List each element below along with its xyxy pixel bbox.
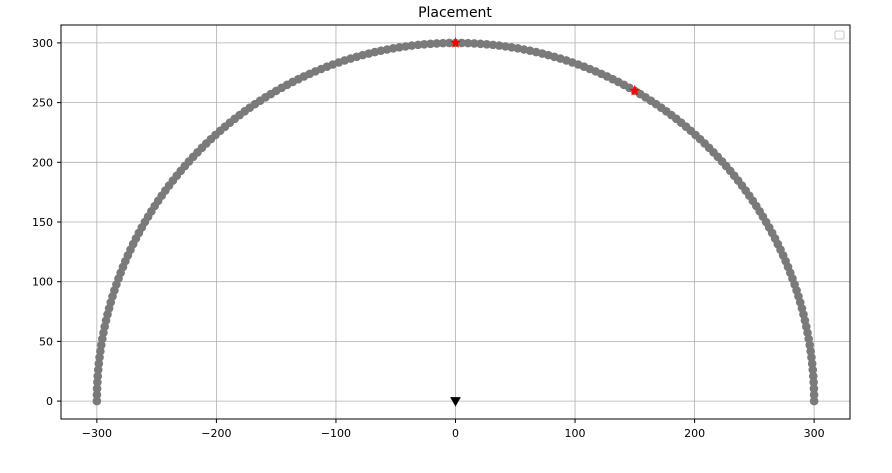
y-tick-label: 0	[46, 395, 53, 408]
data-point	[432, 39, 442, 48]
legend-box	[834, 30, 845, 40]
x-tick-label: −100	[321, 427, 351, 440]
data-point	[419, 39, 429, 49]
data-point	[93, 371, 103, 381]
axis-ticks: −300 −200 −100 0 100 200 300 0 50 100 150 200 250 300	[32, 37, 825, 440]
data-point	[413, 40, 423, 50]
chart-title: Placement	[418, 5, 492, 21]
y-tick-label: 150	[32, 216, 53, 229]
x-tick-label: −300	[82, 427, 112, 440]
data-point	[807, 359, 817, 368]
y-tick-label: 200	[32, 156, 53, 169]
y-tick-label: 250	[32, 97, 53, 110]
data-point	[92, 396, 102, 406]
data-point	[93, 365, 103, 375]
x-tick-label: 0	[452, 427, 459, 440]
data-point	[438, 38, 448, 48]
data-point	[809, 390, 819, 400]
data-point	[95, 353, 104, 362]
data-point	[93, 378, 102, 387]
data-point	[457, 38, 467, 48]
data-point	[92, 390, 102, 400]
data-point	[809, 378, 818, 387]
x-tick-label: −200	[201, 427, 231, 440]
legend	[834, 30, 845, 40]
data-point	[808, 371, 818, 381]
triangle-marker	[450, 397, 461, 407]
data-point	[809, 384, 819, 393]
data-point	[488, 40, 498, 50]
data-point	[482, 39, 492, 49]
data-point	[808, 365, 818, 375]
grid	[61, 25, 850, 419]
x-tick-label: 200	[684, 427, 705, 440]
data-point	[94, 359, 104, 368]
data-point	[426, 39, 435, 49]
data-point	[494, 41, 504, 50]
y-tick-label: 100	[32, 276, 53, 289]
x-tick-label: 300	[804, 427, 825, 440]
star-marker	[449, 36, 462, 48]
data-point	[92, 384, 102, 393]
data-point	[809, 396, 819, 406]
y-tick-label: 50	[39, 335, 53, 348]
y-tick-label: 300	[32, 37, 53, 50]
data-point	[469, 39, 479, 48]
data-point	[476, 39, 485, 49]
x-tick-label: 100	[565, 427, 586, 440]
data-point	[444, 38, 454, 48]
data-point	[463, 38, 473, 48]
data-series	[92, 36, 819, 407]
star-marker	[629, 84, 641, 96]
